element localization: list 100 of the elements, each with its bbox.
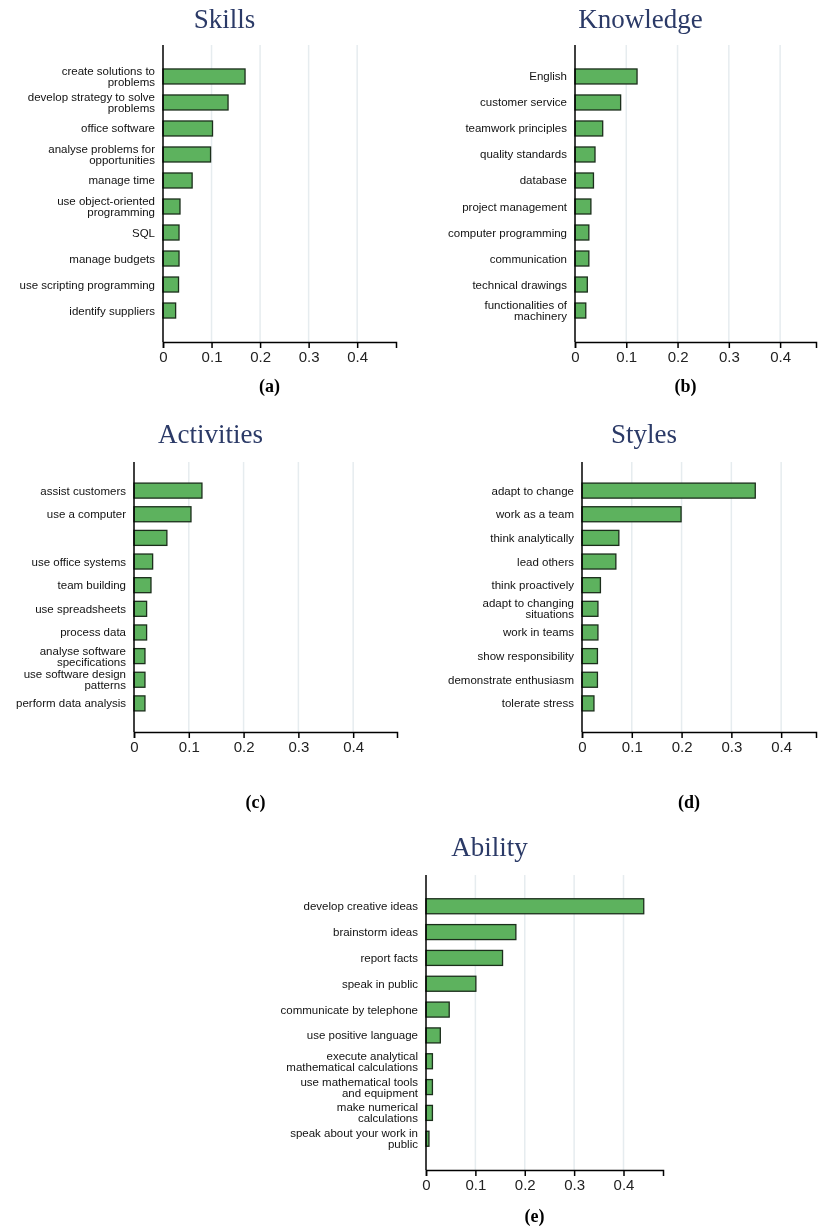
x-tick-label: 0.2 — [667, 347, 689, 365]
chart-title: Activities — [158, 419, 263, 449]
bar — [425, 975, 477, 992]
y-tick-label: analyse problems for opportunities — [48, 142, 156, 166]
y-tick-label: use spreadsheets — [35, 602, 127, 615]
y-tick-label: adapt to change — [491, 484, 574, 497]
x-tick-label: 0.1 — [201, 347, 223, 365]
y-tick-label: teamwork principles — [465, 122, 568, 135]
y-tick-label: database — [519, 174, 567, 187]
y-tick-label: execute analytical mathematical calculations — [286, 1049, 419, 1073]
x-tick-label: 0.3 — [564, 1175, 586, 1193]
y-tick-label: use office systems — [31, 555, 127, 568]
y-tick-label: create solutions to problems — [61, 64, 156, 88]
x-tick-label: 0.3 — [718, 347, 740, 365]
bar — [425, 1027, 441, 1044]
x-tick-label: 0.4 — [770, 347, 792, 365]
bar — [133, 553, 154, 570]
y-tick-label: report facts — [360, 951, 419, 964]
y-tick-label: computer programming — [448, 226, 567, 239]
bar — [162, 276, 180, 293]
y-tick-label: use a computer — [46, 508, 127, 521]
x-tick-label: 0 — [130, 737, 139, 755]
bar — [133, 577, 152, 594]
x-tick-label: 0.4 — [613, 1175, 635, 1193]
y-tick-label: brainstorm ideas — [332, 926, 419, 939]
x-tick-label: 0 — [422, 1175, 431, 1193]
x-tick-label: 0.2 — [671, 737, 693, 755]
x-axis-title: (a) — [259, 376, 280, 397]
x-axis-title: (b) — [674, 376, 697, 397]
y-tick-label: functionalities of machinery — [484, 299, 568, 323]
chart-title: Skills — [193, 4, 256, 34]
y-tick-label: SQL — [131, 226, 156, 239]
bar — [162, 120, 214, 137]
y-tick-label: tolerate stress — [501, 697, 575, 710]
bar — [133, 695, 146, 712]
bar — [133, 506, 192, 523]
y-tick-label: think analytically — [490, 531, 575, 544]
y-tick-label: show responsibility — [477, 650, 575, 663]
y-tick-label: speak in public — [341, 977, 419, 990]
y-tick-label: analyse software specifications — [39, 644, 127, 668]
x-tick-label: 0.1 — [178, 737, 200, 755]
x-tick-label: 0.2 — [250, 347, 272, 365]
bar — [581, 600, 599, 617]
bar — [133, 482, 203, 499]
bar — [162, 250, 180, 267]
bar — [581, 695, 595, 712]
x-tick-label: 0 — [571, 347, 580, 365]
bar — [162, 94, 229, 111]
bar — [581, 624, 599, 641]
chart-title: Knowledge — [578, 4, 703, 34]
y-tick-label: use scripting programming — [19, 278, 155, 291]
x-tick-label: 0.3 — [298, 347, 320, 365]
y-tick-label: use mathematical tools and equipment — [300, 1075, 419, 1099]
y-tick-label: develop creative ideas — [303, 900, 419, 913]
y-tick-label: project management — [462, 200, 568, 213]
y-tick-label: lead others — [517, 555, 575, 568]
y-tick-label: use positive language — [306, 1029, 418, 1042]
y-tick-label: customer service — [480, 96, 567, 109]
y-tick-label: use software design patterns — [23, 668, 127, 692]
y-tick-label: team building — [57, 579, 126, 592]
x-tick-label: 0.4 — [343, 737, 365, 755]
bar — [574, 172, 595, 189]
x-tick-label: 0.1 — [465, 1175, 487, 1193]
bar — [581, 482, 756, 499]
bar — [425, 1001, 450, 1018]
bar — [162, 224, 180, 241]
x-tick-label: 0.3 — [721, 737, 743, 755]
bar — [162, 198, 181, 215]
bar — [162, 302, 177, 319]
y-tick-label: develop strategy to solve problems — [27, 90, 156, 114]
x-tick-label: 0.2 — [233, 737, 255, 755]
bar — [162, 172, 193, 189]
y-tick-label: process data — [60, 626, 127, 639]
y-tick-label: English — [529, 70, 567, 83]
y-tick-label: adapt to changing situations — [482, 597, 575, 621]
x-tick-label: 0.2 — [514, 1175, 536, 1193]
y-tick-label: office software — [81, 122, 155, 135]
y-tick-label: think proactively — [491, 579, 575, 592]
y-tick-label: work as a team — [495, 508, 574, 521]
y-tick-label: work in teams — [502, 626, 575, 639]
bar — [574, 224, 590, 241]
x-axis-title: (c) — [245, 792, 266, 813]
y-tick-label: identify suppliers — [69, 304, 156, 317]
y-tick-label: perform data analysis — [16, 697, 127, 710]
x-axis-title: (d) — [678, 792, 700, 813]
bar — [581, 553, 617, 570]
y-tick-label: communication — [489, 252, 567, 265]
x-tick-label: 0 — [159, 347, 168, 365]
bar — [574, 68, 638, 85]
x-tick-label: 0 — [578, 737, 587, 755]
y-tick-label: technical drawings — [472, 278, 568, 291]
y-tick-label: make numerical calculations — [336, 1101, 419, 1125]
bar — [425, 923, 517, 941]
bar — [574, 198, 592, 215]
y-tick-label: assist customers — [40, 484, 127, 497]
bar — [425, 898, 645, 915]
y-tick-label: manage budgets — [69, 252, 156, 265]
bar — [133, 624, 148, 641]
bar — [581, 506, 682, 523]
y-tick-label: manage time — [88, 174, 155, 187]
